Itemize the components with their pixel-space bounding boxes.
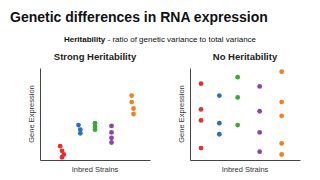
- point: [235, 95, 240, 100]
- y-axis: [40, 69, 41, 161]
- y-axis-title: Gene Expression: [177, 85, 186, 143]
- point: [129, 93, 134, 98]
- point: [279, 113, 284, 118]
- x-axis-title: Inbred Strains: [72, 165, 119, 174]
- x-axis: [191, 160, 301, 161]
- point: [279, 100, 284, 105]
- definition: Heritability - ratio of genetic variance…: [64, 35, 257, 44]
- panel: Strong Heritability Inbred Strains Gene Ex…: [27, 51, 151, 174]
- slide-title: Genetic differences in RNA expression: [10, 9, 268, 25]
- point: [199, 146, 204, 151]
- definition-text: - ratio of genetic variance to total var…: [105, 35, 256, 44]
- point: [279, 152, 284, 157]
- point: [109, 130, 114, 135]
- y-axis-title: Gene Expression: [27, 85, 36, 143]
- slide: Genetic differences in RNA expression Her…: [0, 0, 320, 180]
- axis-line: [190, 69, 191, 161]
- panel: No Heritability Inbred Strains Gene Expres…: [177, 51, 301, 174]
- point: [76, 123, 81, 128]
- point: [199, 81, 204, 86]
- panel-title: Strong Heritability: [54, 51, 137, 62]
- point: [93, 127, 98, 132]
- point: [199, 118, 204, 123]
- axis-line: [191, 160, 301, 161]
- x-axis-title: Inbred Strains: [222, 165, 269, 174]
- point: [217, 93, 222, 98]
- point: [279, 141, 284, 146]
- point: [78, 131, 83, 136]
- point: [217, 132, 222, 137]
- point: [279, 69, 284, 74]
- point: [109, 136, 114, 141]
- point: [131, 112, 136, 117]
- points: [58, 93, 136, 159]
- point: [58, 144, 63, 149]
- point: [257, 84, 262, 89]
- panel-title: No Heritability: [213, 51, 278, 62]
- x-axis: [41, 160, 151, 161]
- point: [235, 123, 240, 128]
- points: [199, 69, 284, 157]
- point: [257, 109, 262, 114]
- y-axis: [190, 69, 191, 161]
- term: Heritability: [64, 35, 106, 44]
- point: [131, 106, 136, 111]
- point: [60, 155, 65, 160]
- point: [109, 140, 114, 145]
- axis-line: [40, 69, 41, 161]
- point: [109, 124, 114, 129]
- point: [257, 130, 262, 135]
- point: [199, 107, 204, 112]
- point: [129, 100, 134, 105]
- axis-line: [41, 160, 151, 161]
- point: [217, 121, 222, 126]
- point: [257, 149, 262, 154]
- point: [235, 75, 240, 80]
